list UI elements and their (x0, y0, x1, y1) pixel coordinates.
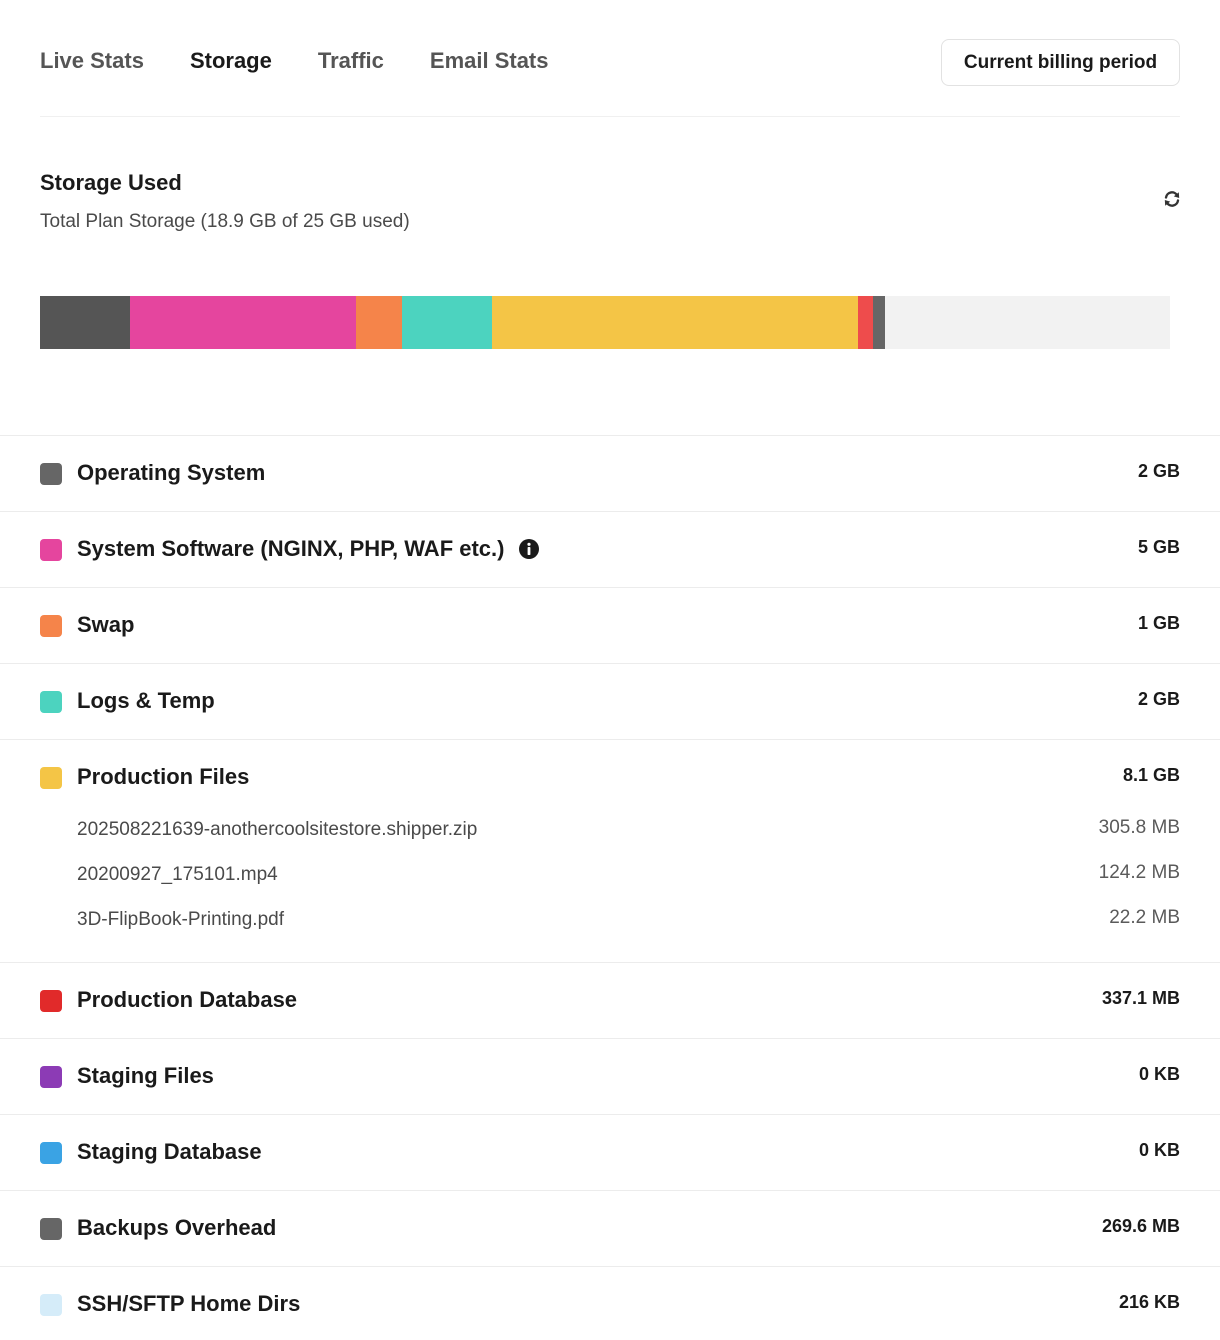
category-label-wrap: Swap (77, 612, 134, 638)
category-row-main: Backups Overhead 269.6 MB (0, 1191, 1220, 1266)
category-size: 269.6 MB (1101, 1216, 1180, 1236)
category-label: Logs & Temp (77, 688, 215, 713)
category-label: Swap (77, 612, 135, 637)
storage-title: Storage Used (40, 170, 182, 195)
file-name: 202508221639-anothercoolsitestore.shippe… (77, 819, 478, 840)
category-row-main: Operating System 2 GB (0, 436, 1220, 511)
file-size: 22.2 MB (1109, 907, 1180, 928)
category-row-main: Staging Database 0 KB (0, 1115, 1220, 1190)
category-label-wrap: Production Files (77, 764, 249, 790)
file-size: 124.2 MB (1098, 862, 1180, 883)
category-color-swatch (40, 990, 62, 1012)
category-color-swatch (40, 1218, 62, 1240)
category-label-wrap: System Software (NGINX, PHP, WAF etc.) (77, 536, 540, 562)
category-row-main: Staging Files 0 KB (0, 1039, 1220, 1114)
storage-category-row: Logs & Temp 2 GB (0, 663, 1220, 739)
category-label-wrap: SSH/SFTP Home Dirs (77, 1291, 300, 1317)
category-row-main: Logs & Temp 2 GB (0, 664, 1220, 739)
category-size: 216 KB (1118, 1292, 1180, 1312)
file-item: 202508221639-anothercoolsitestore.shippe… (0, 809, 1220, 854)
bar-segment (401, 296, 492, 349)
bar-segment (858, 296, 874, 349)
tab-email-stats[interactable]: Email Stats (429, 48, 549, 73)
tab-traffic[interactable]: Traffic (317, 48, 384, 73)
category-color-swatch (40, 767, 62, 789)
storage-category-list: Operating System 2 GB System Software (NGI… (0, 435, 1220, 1340)
category-size: 8.1 GB (1122, 765, 1180, 785)
storage-category-row: Production Database 337.1 MB (0, 962, 1220, 1038)
category-label: Staging Files (77, 1063, 214, 1088)
bar-segment (130, 296, 357, 349)
category-label: Production Database (77, 987, 298, 1012)
category-color-swatch (40, 615, 62, 637)
category-row-main: System Software (NGINX, PHP, WAF etc.) 5 … (0, 512, 1220, 587)
file-name: 3D-FlipBook-Printing.pdf (77, 909, 284, 930)
category-color-swatch (40, 539, 62, 561)
storage-category-row: Operating System 2 GB (0, 435, 1220, 511)
category-row-main: SSH/SFTP Home Dirs 216 KB (0, 1267, 1220, 1340)
category-label-wrap: Production Database (77, 987, 297, 1013)
category-label: Backups Overhead (77, 1215, 277, 1240)
category-label: SSH/SFTP Home Dirs (77, 1291, 301, 1316)
category-size: 0 KB (1138, 1140, 1180, 1160)
category-label-wrap: Backups Overhead (77, 1215, 276, 1241)
file-name: 20200927_175101.mp4 (77, 864, 278, 885)
file-item: 3D-FlipBook-Printing.pdf 22.2 MB (0, 899, 1220, 944)
bar-segment (356, 296, 402, 349)
storage-category-row: Backups Overhead 269.6 MB (0, 1190, 1220, 1266)
category-color-swatch (40, 1142, 62, 1164)
refresh-icon[interactable] (1162, 189, 1182, 209)
file-size: 305.8 MB (1098, 817, 1180, 838)
bar-segment (40, 296, 131, 349)
info-icon[interactable] (518, 538, 540, 560)
tab-live-stats[interactable]: Live Stats (40, 48, 144, 73)
storage-subtitle: Total Plan Storage (18.9 GB of 25 GB use… (40, 211, 410, 232)
storage-category-row: System Software (NGINX, PHP, WAF etc.) 5 … (0, 511, 1220, 587)
billing-period-button[interactable]: Current billing period (941, 39, 1180, 86)
category-size: 5 GB (1137, 537, 1180, 557)
stats-tabs: Live Stats Storage Traffic Email Stats (40, 44, 595, 78)
header-divider (40, 116, 1180, 117)
category-size: 2 GB (1137, 461, 1180, 481)
storage-category-row: Staging Files 0 KB (0, 1038, 1220, 1114)
bar-segment (873, 296, 886, 349)
storage-category-row: Staging Database 0 KB (0, 1114, 1220, 1190)
category-label-wrap: Logs & Temp (77, 688, 215, 714)
category-size: 337.1 MB (1101, 988, 1180, 1008)
category-row-main: Swap 1 GB (0, 588, 1220, 663)
category-size: 1 GB (1137, 613, 1180, 633)
category-label: System Software (NGINX, PHP, WAF etc.) (77, 536, 505, 561)
largest-files-list: 202508221639-anothercoolsitestore.shippe… (0, 809, 1220, 962)
storage-category-row: SSH/SFTP Home Dirs 216 KB (0, 1266, 1220, 1340)
category-color-swatch (40, 463, 62, 485)
storage-category-row: Production Files 8.1 GB 202508221639-anoth… (0, 739, 1220, 962)
file-item: 20200927_175101.mp4 124.2 MB (0, 854, 1220, 899)
category-color-swatch (40, 1294, 62, 1316)
storage-category-row: Swap 1 GB (0, 587, 1220, 663)
tab-storage[interactable]: Storage (189, 48, 272, 73)
category-label-wrap: Operating System (77, 460, 265, 486)
category-label: Operating System (77, 460, 266, 485)
category-label: Staging Database (77, 1139, 262, 1164)
category-size: 2 GB (1137, 689, 1180, 709)
storage-usage-bar (40, 296, 1170, 349)
category-label: Production Files (77, 764, 250, 789)
category-row-main: Production Files 8.1 GB (0, 740, 1220, 815)
category-label-wrap: Staging Database (77, 1139, 262, 1165)
category-row-main: Production Database 337.1 MB (0, 963, 1220, 1038)
category-size: 0 KB (1138, 1064, 1180, 1084)
category-color-swatch (40, 691, 62, 713)
bar-segment (491, 296, 859, 349)
category-label-wrap: Staging Files (77, 1063, 214, 1089)
category-color-swatch (40, 1066, 62, 1088)
